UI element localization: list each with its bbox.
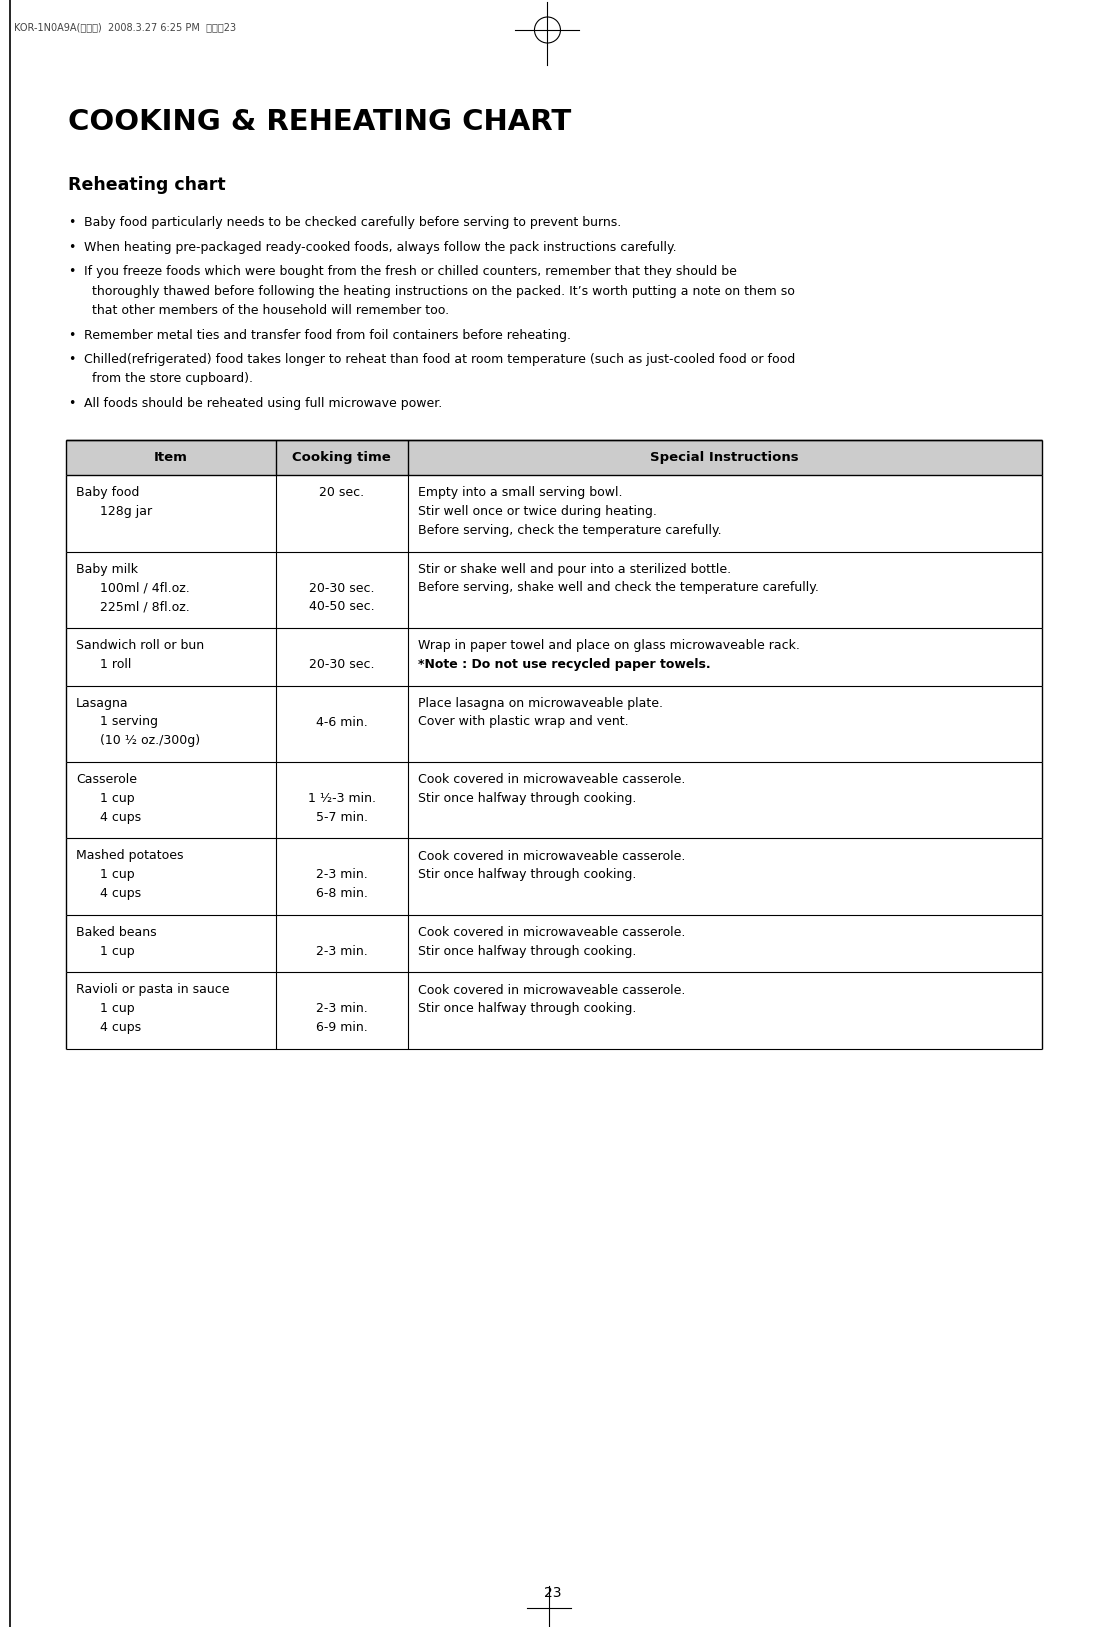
Text: 6-8 min.: 6-8 min.	[316, 887, 367, 900]
Text: •: •	[67, 397, 75, 410]
Text: 40-50 sec.: 40-50 sec.	[309, 600, 375, 613]
Text: Cook covered in microwaveable casserole.: Cook covered in microwaveable casserole.	[418, 773, 685, 786]
Text: Casserole: Casserole	[76, 773, 137, 786]
Text: 1 serving: 1 serving	[76, 716, 158, 729]
Text: 23: 23	[544, 1586, 562, 1599]
Text: Cook covered in microwaveable casserole.: Cook covered in microwaveable casserole.	[418, 983, 685, 996]
Text: •: •	[67, 329, 75, 342]
Text: Lasagna: Lasagna	[76, 696, 128, 709]
Text: Stir once halfway through cooking.: Stir once halfway through cooking.	[418, 1002, 636, 1015]
Text: •: •	[67, 216, 75, 229]
Text: that other members of the household will remember too.: that other members of the household will…	[84, 304, 449, 317]
Text: Mashed potatoes: Mashed potatoes	[76, 849, 184, 862]
Text: 5-7 min.: 5-7 min.	[315, 810, 367, 823]
Text: •: •	[67, 353, 75, 366]
Text: 4-6 min.: 4-6 min.	[316, 716, 367, 729]
Text: 2-3 min.: 2-3 min.	[316, 945, 367, 958]
Text: Cooking time: Cooking time	[292, 451, 392, 464]
Text: 1 roll: 1 roll	[76, 657, 132, 670]
Bar	[66, 439, 1042, 475]
Text: KOR-1N0A9A(영기본)  2008.3.27 6:25 PM  페이지23: KOR-1N0A9A(영기본) 2008.3.27 6:25 PM 페이지23	[14, 23, 236, 33]
Text: 20 sec.: 20 sec.	[320, 486, 364, 499]
Text: 128g jar: 128g jar	[76, 504, 153, 517]
Text: When heating pre-packaged ready-cooked foods, always follow the pack instruction: When heating pre-packaged ready-cooked f…	[84, 241, 677, 254]
Text: Cover with plastic wrap and vent.: Cover with plastic wrap and vent.	[418, 716, 628, 729]
Text: Ravioli or pasta in sauce: Ravioli or pasta in sauce	[76, 983, 230, 996]
Text: Wrap in paper towel and place on glass microwaveable rack.: Wrap in paper towel and place on glass m…	[418, 639, 800, 652]
Text: 2-3 min.: 2-3 min.	[316, 869, 367, 882]
Text: Special Instructions: Special Instructions	[650, 451, 800, 464]
Text: Empty into a small serving bowl.: Empty into a small serving bowl.	[418, 486, 622, 499]
Text: COOKING & REHEATING CHART: COOKING & REHEATING CHART	[67, 107, 572, 137]
Text: 1 cup: 1 cup	[76, 869, 135, 882]
Text: 4 cups: 4 cups	[76, 887, 142, 900]
Text: 4 cups: 4 cups	[76, 810, 142, 823]
Text: Chilled(refrigerated) food takes longer to reheat than food at room temperature : Chilled(refrigerated) food takes longer …	[84, 353, 795, 366]
Text: 225ml / 8fl.oz.: 225ml / 8fl.oz.	[76, 600, 190, 613]
Text: Place lasagna on microwaveable plate.: Place lasagna on microwaveable plate.	[418, 696, 662, 709]
Text: Baby milk: Baby milk	[76, 563, 138, 576]
Text: Item: Item	[154, 451, 188, 464]
Text: Baby food: Baby food	[76, 486, 139, 499]
Text: All foods should be reheated using full microwave power.: All foods should be reheated using full …	[84, 397, 442, 410]
Text: Reheating chart: Reheating chart	[67, 176, 226, 194]
Text: 2-3 min.: 2-3 min.	[316, 1002, 367, 1015]
Text: Baked beans: Baked beans	[76, 926, 157, 939]
Text: Stir or shake well and pour into a sterilized bottle.: Stir or shake well and pour into a steri…	[418, 563, 731, 576]
Text: 4 cups: 4 cups	[76, 1022, 142, 1035]
Text: Baby food particularly needs to be checked carefully before serving to prevent b: Baby food particularly needs to be check…	[84, 216, 622, 229]
Text: Cook covered in microwaveable casserole.: Cook covered in microwaveable casserole.	[418, 926, 685, 939]
Text: thoroughly thawed before following the heating instructions on the packed. It’s : thoroughly thawed before following the h…	[84, 285, 795, 298]
Text: Stir well once or twice during heating.: Stir well once or twice during heating.	[418, 504, 657, 517]
Text: If you freeze foods which were bought from the fresh or chilled counters, rememb: If you freeze foods which were bought fr…	[84, 265, 737, 278]
Text: Remember metal ties and transfer food from foil containers before reheating.: Remember metal ties and transfer food fr…	[84, 329, 571, 342]
Text: Stir once halfway through cooking.: Stir once halfway through cooking.	[418, 869, 636, 882]
Text: Cook covered in microwaveable casserole.: Cook covered in microwaveable casserole.	[418, 849, 685, 862]
Text: (10 ½ oz./300g): (10 ½ oz./300g)	[76, 734, 200, 747]
Text: Stir once halfway through cooking.: Stir once halfway through cooking.	[418, 792, 636, 805]
Text: *Note : Do not use recycled paper towels.: *Note : Do not use recycled paper towels…	[418, 657, 710, 670]
Text: from the store cupboard).: from the store cupboard).	[84, 373, 253, 386]
Text: 20-30 sec.: 20-30 sec.	[309, 581, 375, 594]
Text: •: •	[67, 265, 75, 278]
Text: 20-30 sec.: 20-30 sec.	[309, 657, 375, 670]
Text: 1 ½-3 min.: 1 ½-3 min.	[307, 792, 376, 805]
Text: 1 cup: 1 cup	[76, 945, 135, 958]
Text: Stir once halfway through cooking.: Stir once halfway through cooking.	[418, 945, 636, 958]
Text: •: •	[67, 241, 75, 254]
Text: 1 cup: 1 cup	[76, 1002, 135, 1015]
Text: Sandwich roll or bun: Sandwich roll or bun	[76, 639, 205, 652]
Text: Before serving, shake well and check the temperature carefully.: Before serving, shake well and check the…	[418, 581, 818, 594]
Text: 100ml / 4fl.oz.: 100ml / 4fl.oz.	[76, 581, 190, 594]
Text: Before serving, check the temperature carefully.: Before serving, check the temperature ca…	[418, 524, 721, 537]
Text: 6-9 min.: 6-9 min.	[316, 1022, 367, 1035]
Text: 1 cup: 1 cup	[76, 792, 135, 805]
